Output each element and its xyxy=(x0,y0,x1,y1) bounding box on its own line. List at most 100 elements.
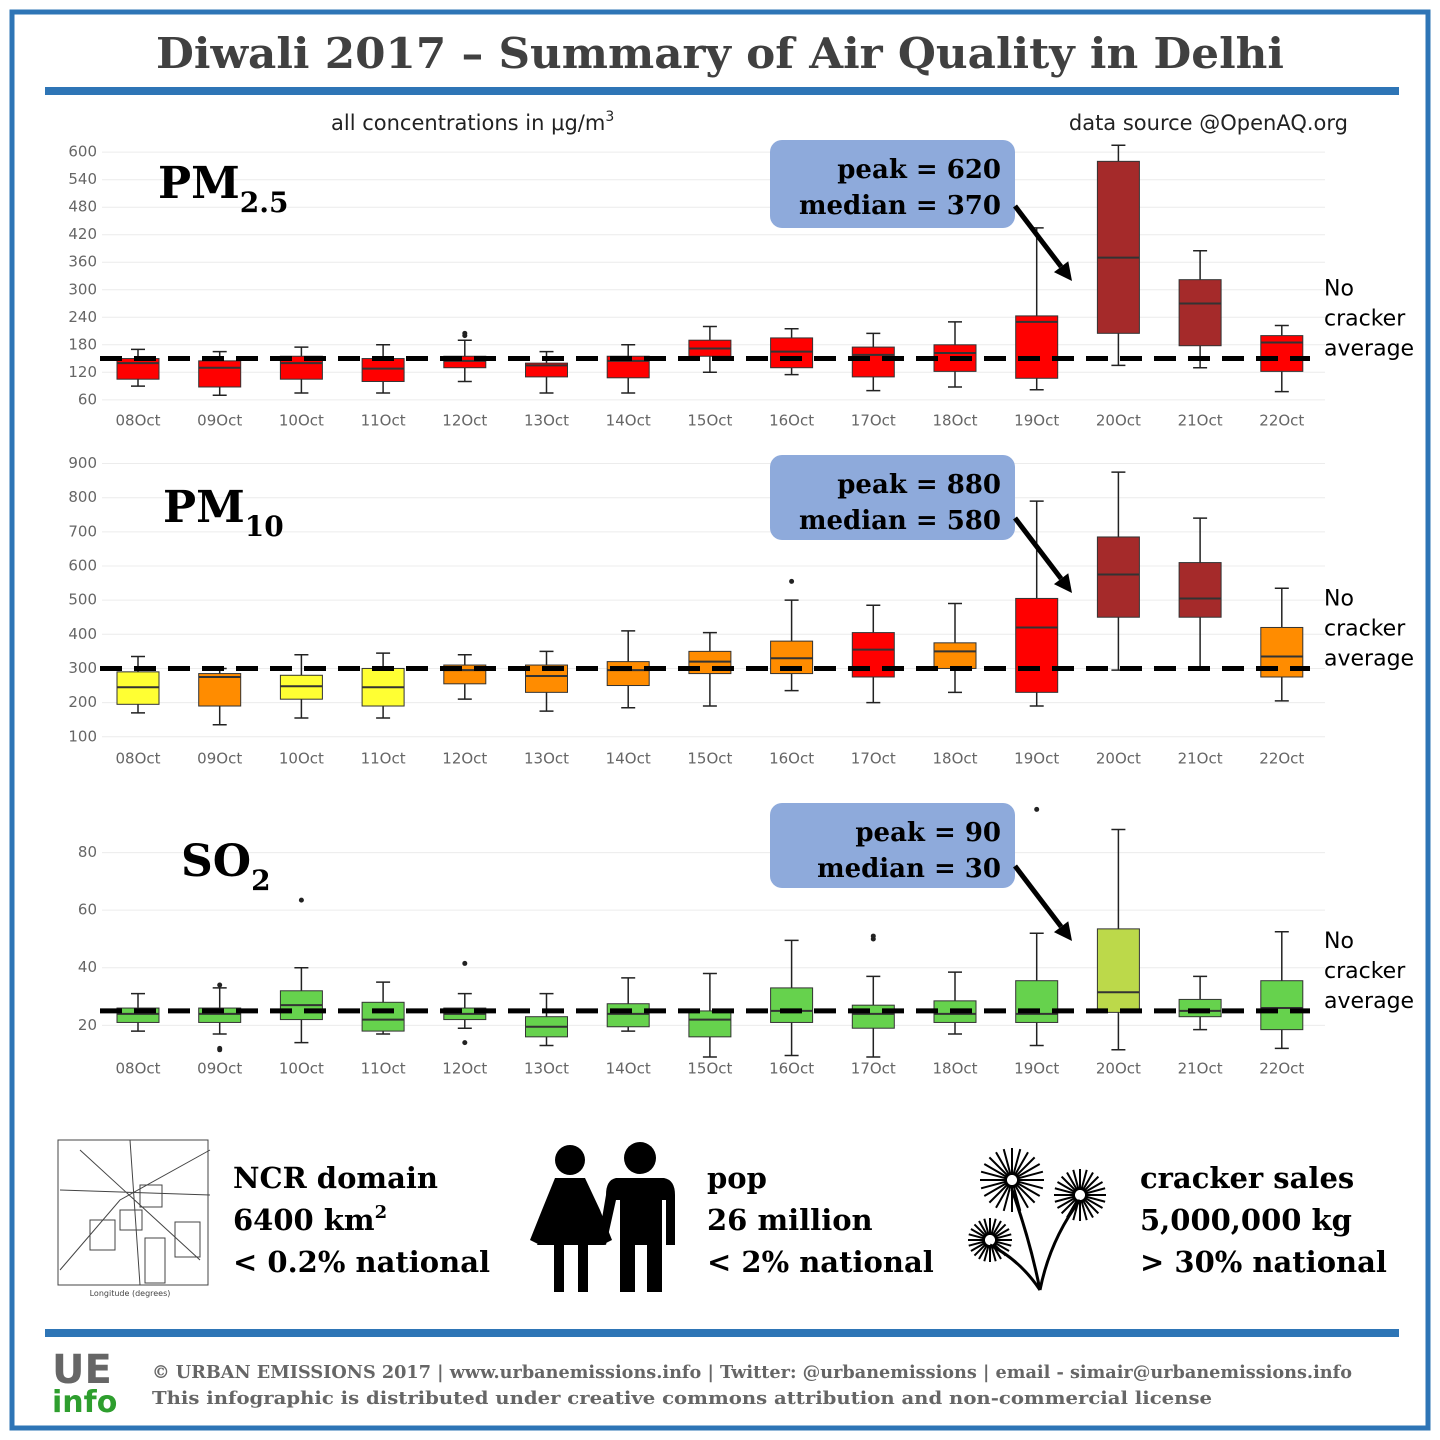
whisker-low xyxy=(212,1022,227,1035)
frame xyxy=(9,9,1431,1431)
whisker-low xyxy=(1274,1029,1289,1050)
whisker-low xyxy=(1029,1022,1044,1047)
reference-label: No xyxy=(1324,277,1354,302)
whisker-high xyxy=(1111,471,1126,537)
whisker-low xyxy=(457,367,472,383)
whisker-low xyxy=(702,673,717,707)
whisker-low xyxy=(131,704,145,714)
x-tick-label: 15Oct xyxy=(687,412,732,430)
x-tick-label: 13Oct xyxy=(524,412,569,430)
whisker-high xyxy=(1193,517,1208,563)
whisker-high xyxy=(1274,587,1289,628)
fact-title: NCR domain xyxy=(233,1161,438,1195)
y-tick-label: 400 xyxy=(68,625,97,643)
x-tick-label: 20Oct xyxy=(1096,750,1141,768)
map-icon: Longitude (degrees) xyxy=(57,1139,211,1298)
fact-value-text: 6400 km xyxy=(233,1203,375,1237)
box xyxy=(361,1001,405,1032)
whisker-high xyxy=(1193,975,1208,1000)
box xyxy=(279,355,323,380)
reference-label: average xyxy=(1324,646,1414,671)
rule xyxy=(45,87,1399,95)
whisker-high xyxy=(784,939,799,988)
x-tick-label: 08Oct xyxy=(115,412,160,430)
whisker-high xyxy=(621,977,636,1004)
x-tick-label: 18Oct xyxy=(932,412,977,430)
whisker-high xyxy=(948,971,962,1001)
whisker-high xyxy=(294,654,309,676)
callout-arrowhead xyxy=(1053,261,1072,281)
burst xyxy=(1054,1169,1106,1221)
outlier xyxy=(462,960,468,966)
whisker-high xyxy=(866,332,881,348)
whisker-high xyxy=(948,602,962,643)
whisker-low xyxy=(294,699,309,719)
whisker-high xyxy=(457,654,472,666)
box xyxy=(198,360,242,388)
x-tick-label: 19Oct xyxy=(1014,412,1059,430)
callout-text: median = 370 xyxy=(799,191,1001,221)
box xyxy=(1015,980,1059,1023)
whisker-low xyxy=(1029,378,1044,391)
whisker-low xyxy=(457,683,472,700)
whisker-low xyxy=(621,377,636,394)
whisker-high xyxy=(1193,250,1208,280)
page-title: Diwali 2017 – Summary of Air Quality in … xyxy=(156,29,1284,78)
fact-share: > 30% national xyxy=(1140,1245,1387,1279)
y-tick-label: 80 xyxy=(78,843,97,861)
whisker-high xyxy=(866,975,881,1006)
box xyxy=(606,1003,650,1028)
chart-title-sub: 2 xyxy=(251,864,270,897)
x-tick-label: 14Oct xyxy=(606,412,651,430)
y-tick-label: 480 xyxy=(68,198,97,216)
x-tick-label: 19Oct xyxy=(1014,1060,1059,1078)
burst xyxy=(980,1148,1044,1212)
whisker-low xyxy=(131,1022,145,1032)
box xyxy=(1096,536,1140,618)
whisker-low xyxy=(539,692,554,712)
units-sup: 3 xyxy=(605,109,614,125)
y-tick-label: 500 xyxy=(68,591,97,609)
x-tick-label: 20Oct xyxy=(1096,412,1141,430)
box-chart: 100 200 300 400 500 600 700 800 900 08Oct 09Oct 10O… xyxy=(68,454,1414,767)
whisker-low xyxy=(1193,1016,1208,1031)
whisker-low xyxy=(294,379,309,394)
box xyxy=(770,337,814,369)
outlier xyxy=(1034,806,1040,812)
y-tick-label: 300 xyxy=(68,659,97,677)
box-chart: 60 120 180 240 300 360 420 480 540 600 08Oct 09Oct 1… xyxy=(68,140,1414,430)
whisker-low xyxy=(539,376,554,394)
outlier xyxy=(789,578,795,584)
whisker-high xyxy=(1111,828,1126,929)
whisker-low xyxy=(376,381,391,394)
footer-line: © URBAN EMISSIONS 2017 | www.urbanemissi… xyxy=(152,1362,1352,1383)
whisker-high xyxy=(702,631,717,652)
whisker-low xyxy=(948,371,962,388)
whisker-high xyxy=(702,325,717,341)
whisker-low xyxy=(784,367,799,376)
whisker-low xyxy=(866,376,881,392)
y-tick-label: 360 xyxy=(68,253,97,271)
y-tick-label: 200 xyxy=(68,693,97,711)
fact-pop: pop 26 million < 2% national xyxy=(707,1161,934,1279)
x-tick-label: 12Oct xyxy=(442,1060,487,1078)
whisker-low xyxy=(784,1022,799,1057)
y-tick-label: 100 xyxy=(68,727,97,745)
x-tick-label: 09Oct xyxy=(197,412,242,430)
y-tick-label: 300 xyxy=(68,280,97,298)
whisker-high xyxy=(457,992,472,1009)
y-tick-label: 240 xyxy=(68,308,97,326)
x-tick-label: 13Oct xyxy=(524,1060,569,1078)
whisker-low xyxy=(539,1036,554,1047)
y-tick-label: 700 xyxy=(68,522,97,540)
reference-label: No xyxy=(1324,929,1354,954)
x-tick-label: 17Oct xyxy=(851,1060,896,1078)
fireworks-icon xyxy=(968,1148,1106,1291)
y-tick-label: 60 xyxy=(78,901,97,919)
outlier xyxy=(217,1047,223,1053)
reference-label: cracker xyxy=(1324,616,1406,641)
x-tick-label: 18Oct xyxy=(932,1060,977,1078)
x-tick-label: 10Oct xyxy=(279,412,324,430)
whisker-low xyxy=(294,1019,309,1044)
